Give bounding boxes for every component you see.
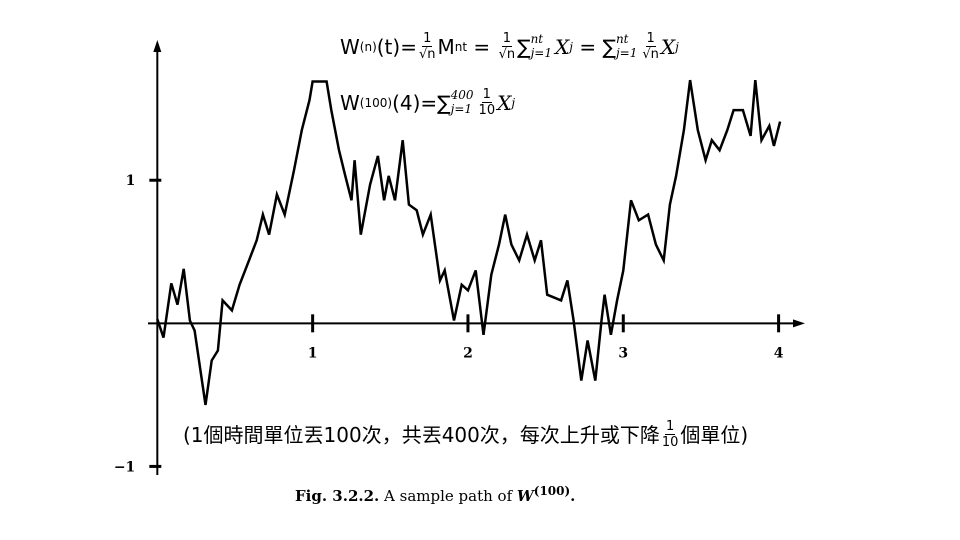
formula-text: √n — [498, 47, 516, 62]
caption-text: A sample path of — [379, 487, 517, 505]
formula-text: (4)= — [392, 90, 438, 115]
formula-text: (t)= — [376, 34, 417, 59]
caption-label: Fig. 3.2.2. — [295, 487, 380, 505]
x-tick-label: 4 — [774, 345, 784, 361]
formula-text: j=1 — [530, 45, 552, 60]
formula-text: (n) — [359, 39, 377, 54]
formula-text: j — [569, 39, 573, 54]
formula-text: X — [555, 34, 570, 59]
y-tick-label: 1 — [126, 173, 136, 189]
x-axis-arrow — [793, 319, 805, 328]
formula-text: W — [340, 34, 360, 59]
caption: Fig. 3.2.2. A sample path of W(100). — [295, 484, 575, 505]
sum: ∑ 400 j=1 — [437, 88, 476, 116]
formula-text: W — [340, 90, 360, 115]
note-text: 1 — [665, 419, 676, 435]
formula-text: √n — [418, 47, 436, 62]
note: (1個時間單位丟100次，共丟400次，每次上升或下降 1 10 個單位) — [183, 420, 748, 449]
sum-limits: nt j=1 — [615, 32, 638, 60]
note-text: (1個時間單位丟100次，共丟400次，每次上升或下降 — [183, 422, 660, 447]
formula-text: X — [660, 34, 676, 59]
fraction: 1 10 — [662, 420, 679, 449]
formula-text: ∑ — [437, 90, 451, 115]
formula-text: ∑ — [517, 34, 531, 59]
fraction: 1 √n — [642, 32, 659, 61]
fraction: 1 √n — [419, 32, 436, 61]
caption-text: (100) — [533, 484, 571, 498]
formula-text: √n — [642, 47, 659, 62]
formula-text: j — [675, 39, 679, 54]
caption-text: W — [516, 487, 534, 505]
x-tick-label: 3 — [618, 345, 628, 361]
formula-text: 1 — [645, 31, 656, 47]
formula-text: (100) — [359, 95, 393, 110]
formula-text: j=1 — [450, 101, 473, 116]
sum: ∑ nt j=1 — [602, 32, 640, 60]
formula-text: 1 — [422, 31, 433, 47]
sample-path — [156, 79, 782, 406]
formula-text: 1 — [481, 87, 492, 103]
y-tick-label: −1 — [114, 459, 135, 475]
formula-text: nt — [454, 39, 468, 54]
formula-text: j — [511, 95, 516, 110]
formula-text: ∑ — [602, 34, 616, 59]
formula-text: = — [467, 34, 497, 59]
x-tick-label: 1 — [308, 345, 318, 361]
fraction: 1 10 — [479, 88, 496, 117]
formula-text: 10 — [478, 103, 496, 118]
formula-text: nt — [530, 32, 544, 47]
formula-text: 1 — [501, 31, 512, 47]
formula-text: j=1 — [615, 45, 638, 60]
formula-text: = — [572, 34, 603, 59]
x-tick-label: 2 — [463, 345, 473, 361]
formula-text: X — [497, 90, 512, 115]
caption-text: . — [570, 487, 576, 505]
sum: ∑ nt j=1 — [517, 32, 555, 60]
sum-limits: nt j=1 — [530, 32, 552, 60]
note-text: 個單位) — [680, 422, 749, 447]
y-axis-arrow — [153, 40, 162, 52]
formula-text: nt — [615, 32, 629, 47]
formula-text: 400 — [450, 88, 474, 103]
formula-text: M — [437, 34, 455, 59]
note-text: 10 — [661, 435, 679, 450]
sum-limits: 400 j=1 — [450, 88, 474, 116]
fraction: 1 √n — [499, 32, 516, 61]
